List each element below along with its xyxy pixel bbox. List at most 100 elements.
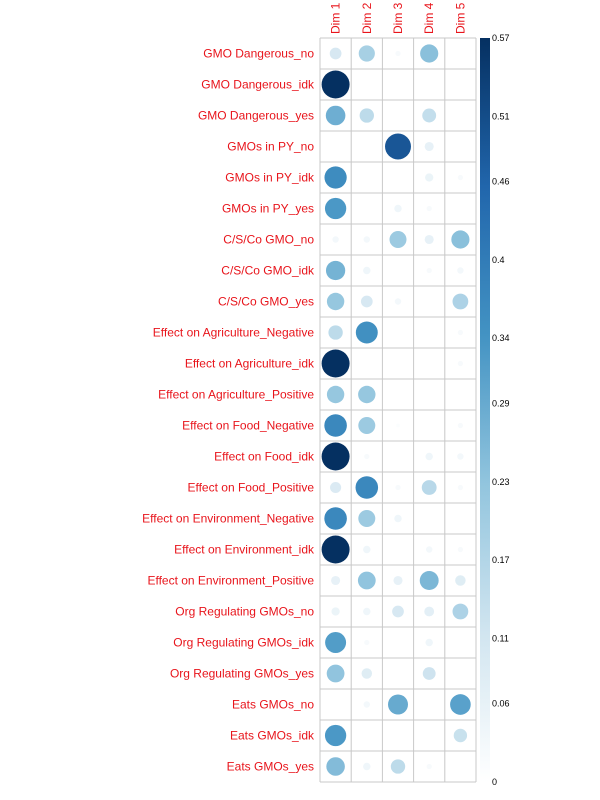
cell-circle xyxy=(425,452,433,461)
cell-circle xyxy=(361,668,373,679)
cell-circle xyxy=(355,321,378,344)
cell-circle xyxy=(358,417,376,434)
cell-circle xyxy=(424,141,434,152)
row-label: GMO Dangerous_idk xyxy=(201,78,315,92)
cell-circle xyxy=(363,236,371,243)
row-label: C/S/Co GMO_idk xyxy=(221,264,315,278)
cell-circle xyxy=(331,607,340,616)
cell-circle xyxy=(421,480,437,495)
cell-circle xyxy=(363,762,371,771)
cell-circle xyxy=(363,545,371,554)
cell-circle xyxy=(457,422,464,429)
cell-circle xyxy=(452,603,469,620)
row-label: Effect on Environment_idk xyxy=(174,543,315,557)
row-label: GMOs in PY_idk xyxy=(225,171,315,185)
cell-circle xyxy=(363,266,371,275)
cell-circle xyxy=(324,197,347,220)
cell-circle xyxy=(457,174,464,181)
cell-circle xyxy=(355,476,379,499)
row-label: Effect on Food_idk xyxy=(214,450,315,464)
row-label: GMOs in PY_yes xyxy=(222,202,314,216)
cell-circle xyxy=(426,267,432,274)
row-labels: GMO Dangerous_no GMO Dangerous_idk GMO Dan… xyxy=(142,47,315,774)
cell-circle xyxy=(321,535,350,564)
row-label: C/S/Co GMO_no xyxy=(223,233,314,247)
row-label: GMO Dangerous_no xyxy=(203,47,314,61)
cell-circle xyxy=(394,298,402,305)
row-label: Eats GMOs_idk xyxy=(230,729,315,743)
cell-circle xyxy=(395,484,401,491)
legend-tick-label: 0.11 xyxy=(492,633,509,643)
cell-circle xyxy=(324,507,347,530)
cell-circle xyxy=(325,260,346,281)
cell-circle xyxy=(329,47,342,60)
cell-circle xyxy=(324,414,347,437)
row-label: Effect on Environment_Negative xyxy=(142,512,314,526)
legend-tick-label: 0 xyxy=(492,777,497,787)
cell-circle xyxy=(358,385,376,404)
cell-circle xyxy=(422,667,436,680)
legend-tick-label: 0.46 xyxy=(492,177,510,187)
cell-circle xyxy=(363,701,371,708)
cell-circle xyxy=(457,546,464,553)
cell-circle xyxy=(332,236,339,243)
row-label: Effect on Agriculture_idk xyxy=(185,357,315,371)
cell-circle xyxy=(425,173,434,182)
cell-circle xyxy=(424,606,435,617)
cell-circle xyxy=(426,763,432,770)
cell-circle xyxy=(457,267,464,274)
row-label: Effect on Agriculture_Positive xyxy=(158,388,314,402)
legend-tick-label: 0.29 xyxy=(492,398,510,408)
cell-circle xyxy=(426,205,432,212)
row-label: Effect on Environment_Positive xyxy=(147,574,314,588)
cell-circle xyxy=(419,571,439,590)
cell-circle xyxy=(325,105,346,126)
cell-circle xyxy=(389,231,407,248)
cell-circle xyxy=(457,329,464,336)
legend-tick-label: 0.57 xyxy=(492,33,510,43)
row-label: Org Regulating GMOs_idk xyxy=(173,636,315,650)
cell-circle xyxy=(359,108,374,123)
cell-circle xyxy=(326,292,345,311)
cell-circle xyxy=(326,385,345,404)
cell-circle xyxy=(321,349,350,378)
cell-circle xyxy=(385,133,411,160)
row-label: Eats GMOs_no xyxy=(232,698,314,712)
row-label: Eats GMOs_yes xyxy=(227,760,314,774)
cell-circle xyxy=(326,664,345,683)
cell-circle xyxy=(364,453,370,460)
column-label: Dim 5 xyxy=(453,2,467,34)
cell-circle xyxy=(453,728,468,743)
cell-circle xyxy=(388,694,408,715)
grid xyxy=(319,37,477,783)
row-label: Effect on Food_Negative xyxy=(182,419,314,433)
cell-circle xyxy=(424,234,434,245)
cell-circle xyxy=(360,295,373,308)
cell-circle xyxy=(321,70,350,99)
legend-tick-label: 0.17 xyxy=(492,555,510,565)
cell-circle xyxy=(394,204,402,213)
row-label: Org Regulating GMOs_no xyxy=(175,605,314,619)
cell-circle xyxy=(452,293,469,310)
legend-tick-label: 0.34 xyxy=(492,333,510,343)
cell-circle xyxy=(396,423,400,428)
cell-circle xyxy=(328,325,343,340)
cell-circle xyxy=(425,546,433,553)
cell-circle xyxy=(331,575,341,586)
column-labels: Dim 1 Dim 2 Dim 3 Dim 4 Dim 5 xyxy=(329,2,468,34)
cell-circle xyxy=(457,360,464,367)
column-label: Dim 4 xyxy=(422,2,436,34)
cell-circle xyxy=(324,166,347,189)
row-label: GMO Dangerous_yes xyxy=(198,109,314,123)
row-label: Effect on Food_Positive xyxy=(187,481,314,495)
cell-circle xyxy=(457,484,464,491)
legend-tick-label: 0.51 xyxy=(492,111,510,121)
cell-circle xyxy=(392,605,404,618)
cell-circle xyxy=(330,481,342,494)
legend-tick-label: 0.4 xyxy=(492,255,505,265)
row-label: Effect on Agriculture_Negative xyxy=(153,326,315,340)
cell-circle xyxy=(390,759,406,774)
legend-color-bar xyxy=(480,38,490,782)
cell-circle xyxy=(324,724,347,747)
column-label: Dim 2 xyxy=(360,2,374,34)
